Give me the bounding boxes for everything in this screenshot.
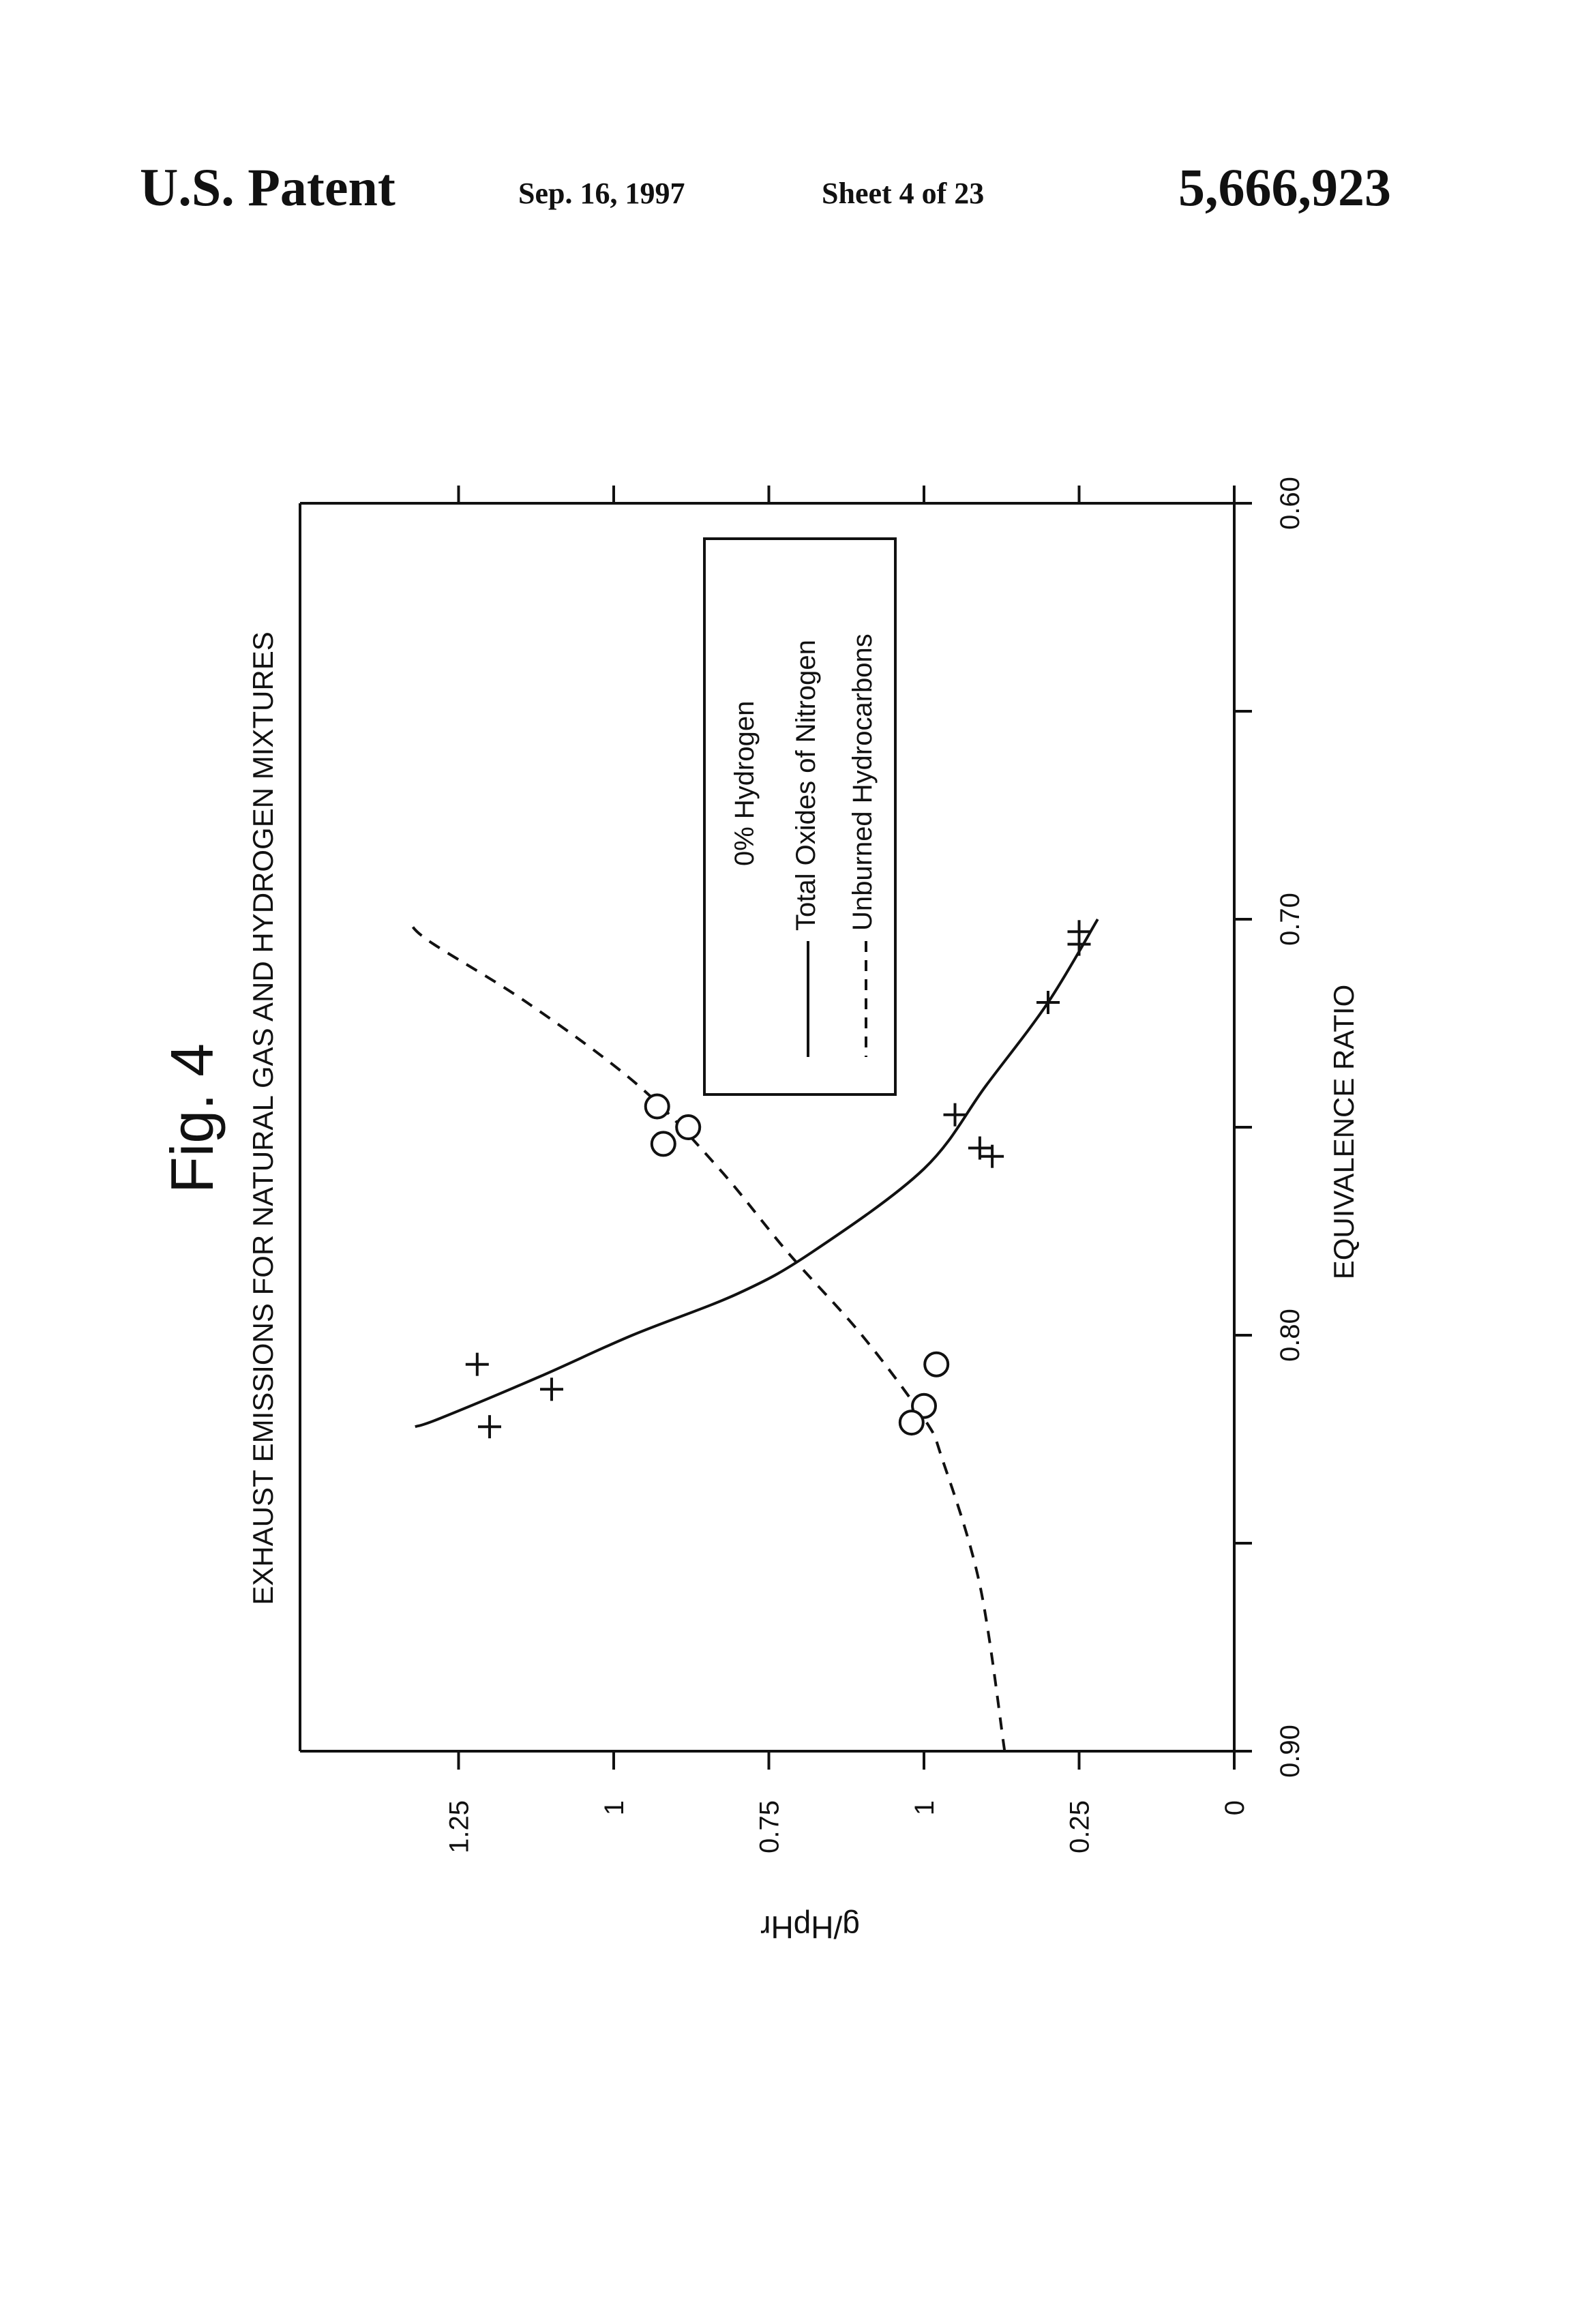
y-tick-label: 0 — [1220, 1800, 1250, 1815]
y-tick-label: 1 — [910, 1800, 940, 1815]
y-tick-label: 1.25 — [445, 1800, 475, 1853]
nox-data-point — [540, 1377, 563, 1401]
legend: 0% Hydrogen Total Oxides of Nitrogen Unb… — [704, 539, 895, 1094]
legend-hc-label: Unburned Hydrocarbons — [848, 634, 878, 931]
y-tick-label: 0.25 — [1065, 1800, 1095, 1853]
x-tick-label: 0.80 — [1275, 1309, 1305, 1362]
x-tick-label: 0.70 — [1275, 893, 1305, 946]
hydrocarbons-data-point — [646, 1095, 669, 1118]
figure-label: Fig. 4 — [158, 1043, 226, 1193]
y-tick-label: 0.75 — [755, 1800, 785, 1853]
nox-data-point — [944, 1103, 967, 1127]
x-tick-label: 0.90 — [1275, 1725, 1305, 1778]
nox-data-point — [466, 1353, 489, 1376]
nox-data-point — [1036, 991, 1060, 1014]
y-tick-label: 1 — [599, 1800, 629, 1815]
hydrocarbons-data-point — [676, 1116, 700, 1139]
hydrocarbons-data-point — [925, 1353, 948, 1376]
hydrocarbons-data-point — [652, 1132, 675, 1155]
legend-title: 0% Hydrogen — [730, 701, 760, 866]
x-axis-label: EQUIVALENCE RATIO — [1328, 985, 1360, 1280]
y-axis-label: g/HpHr — [760, 1909, 860, 1945]
x-tick-label: 0.60 — [1275, 477, 1305, 530]
legend-nox-label: Total Oxides of Nitrogen — [791, 640, 821, 931]
hydrocarbons-data-point — [900, 1411, 923, 1434]
chart-title: EXHAUST EMISSIONS FOR NATURAL GAS AND HY… — [247, 631, 279, 1605]
nox-data-point — [478, 1415, 501, 1438]
